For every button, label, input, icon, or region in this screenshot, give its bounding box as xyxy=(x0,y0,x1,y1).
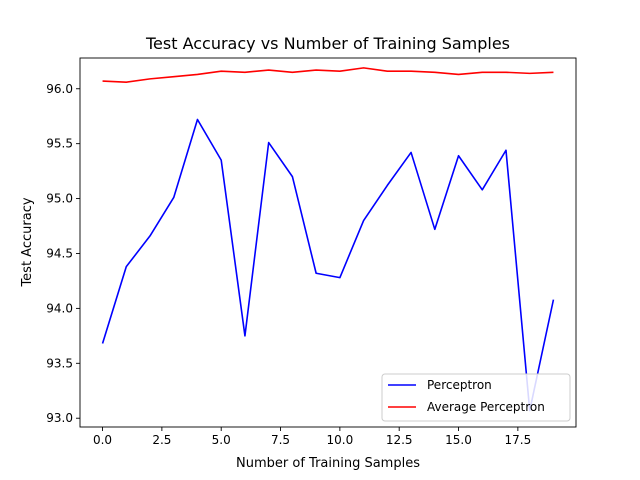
x-tick-label: 12.5 xyxy=(386,433,413,447)
x-tick-label: 10.0 xyxy=(327,433,354,447)
x-tick-label: 7.5 xyxy=(271,433,290,447)
plot-frame xyxy=(79,57,577,428)
y-tick-label: 94.5 xyxy=(46,246,73,260)
series-line-average-perceptron xyxy=(102,67,554,83)
y-tick-label: 93.5 xyxy=(46,356,73,370)
y-tick-label: 95.0 xyxy=(46,192,73,206)
legend-label-average-perceptron: Average Perceptron xyxy=(427,400,545,414)
x-axis-label: Number of Training Samples xyxy=(236,456,420,471)
x-tick-label: 0.0 xyxy=(93,433,112,447)
y-tick-label: 93.0 xyxy=(46,411,73,425)
x-tick-label: 17.5 xyxy=(504,433,531,447)
y-tick-label: 96.0 xyxy=(46,82,73,96)
x-tick-label: 2.5 xyxy=(152,433,171,447)
legend: Perceptron Average Perceptron xyxy=(381,373,571,422)
x-tick-label: 15.0 xyxy=(445,433,472,447)
y-tick-label: 94.0 xyxy=(46,301,73,315)
legend-box xyxy=(381,373,571,422)
chart-title: Test Accuracy vs Number of Training Samp… xyxy=(145,34,510,53)
y-tick-label: 95.5 xyxy=(46,137,73,151)
series-line-perceptron xyxy=(101,118,555,412)
x-tick-label: 5.0 xyxy=(212,433,231,447)
plot-area: 0.0 2.5 5.0 7.5 10.0 12.5 15.0 17.5 93.0 93.5 94.0… xyxy=(46,57,577,447)
legend-label-perceptron: Perceptron xyxy=(427,378,492,392)
y-axis-label: Test Accuracy xyxy=(20,197,35,287)
